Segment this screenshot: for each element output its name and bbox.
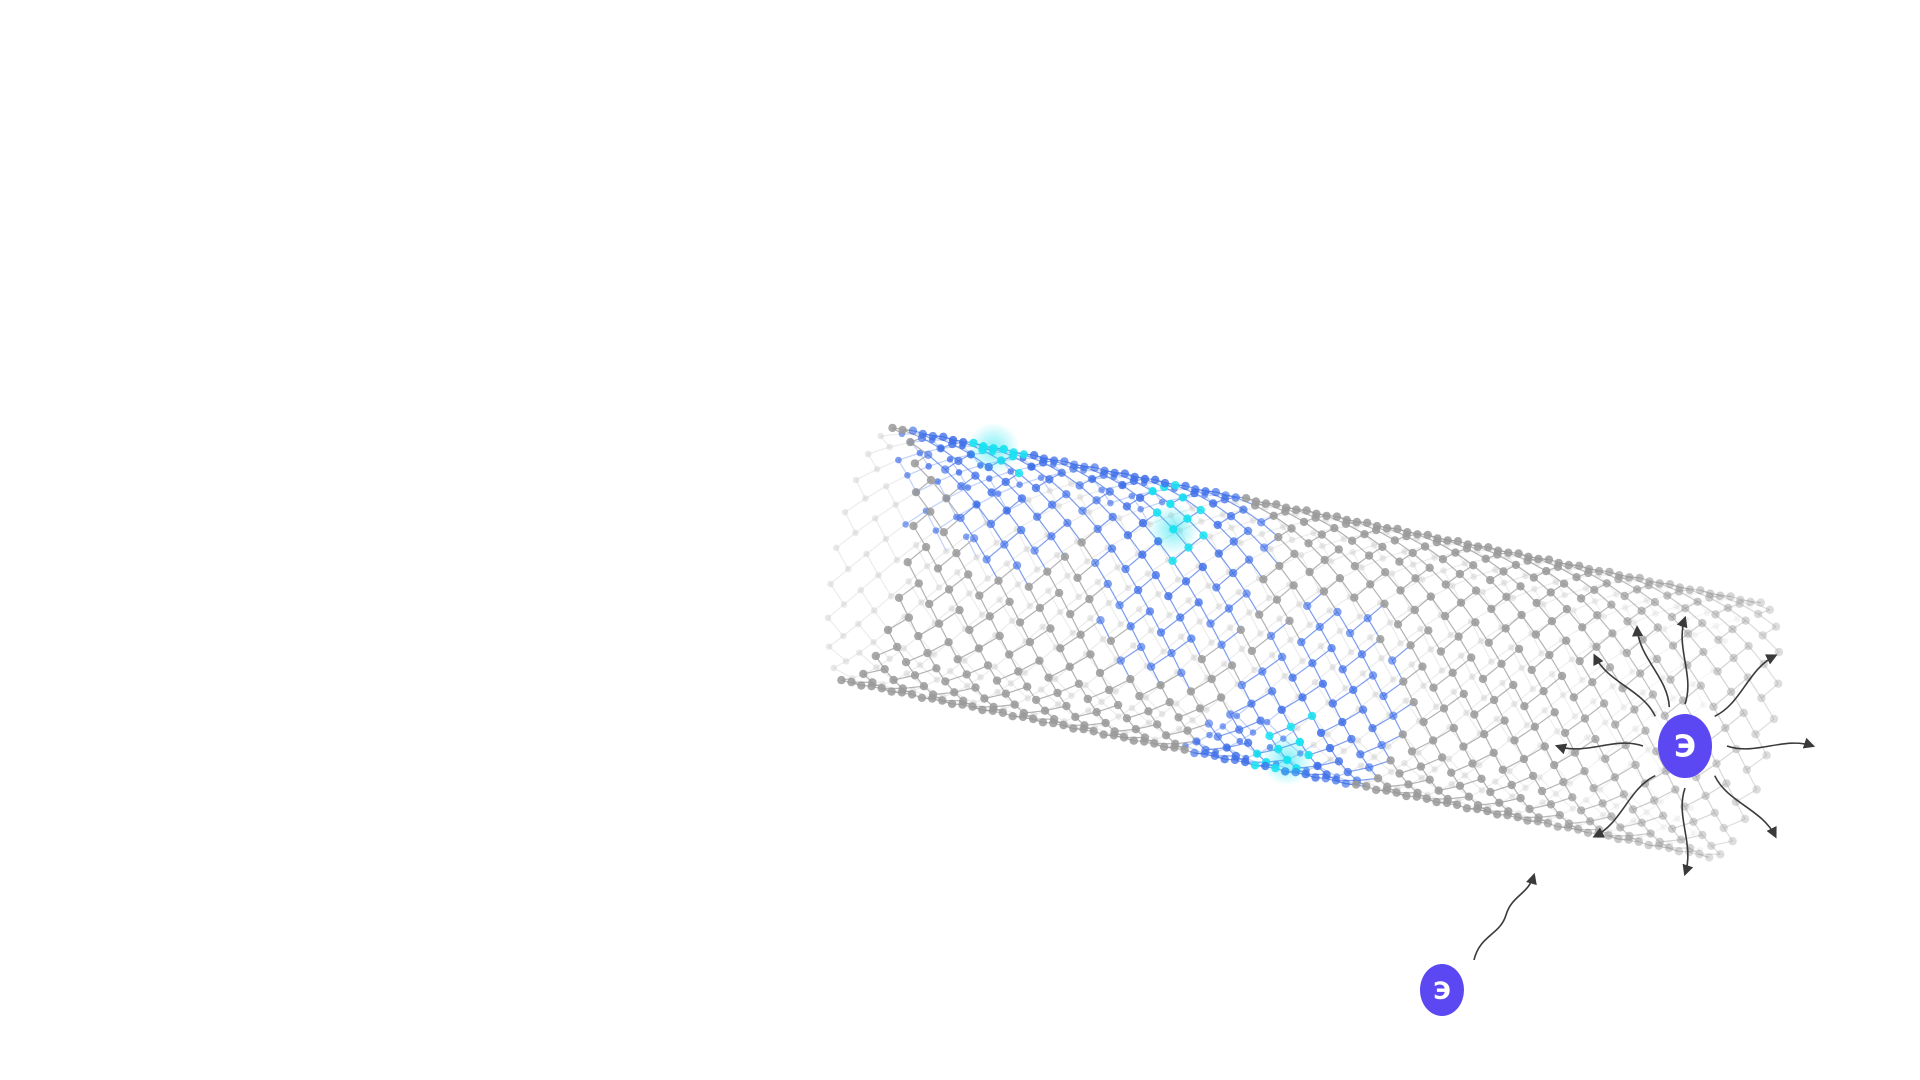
excited-region-3: [1261, 733, 1314, 786]
scatter-electron-label: Э: [1674, 730, 1696, 765]
scatter-arrow-3: [1726, 737, 1816, 750]
excited-region-2: [1147, 503, 1200, 556]
scatter-arrow-2: [1714, 654, 1778, 718]
excited-region-1: [967, 422, 1020, 475]
scatter-arrow-4: [1713, 775, 1777, 839]
scatter-arrow-8: [1593, 653, 1657, 717]
carbon-nanotube: [824, 423, 1784, 862]
scatter-arrow-9: [1631, 625, 1671, 708]
incoming-electron: Э: [1420, 964, 1464, 1016]
incoming-electron-label: Э: [1433, 977, 1451, 1005]
incoming-electron-path: [1473, 872, 1537, 961]
scatter-arrows: [1554, 615, 1816, 877]
scatter-arrow-7: [1554, 742, 1644, 755]
scatter-arrow-5: [1681, 787, 1694, 877]
scatter-arrow-6: [1592, 774, 1656, 838]
scatter-arrow-1: [1676, 615, 1689, 705]
scatter-electron: Э: [1658, 714, 1712, 778]
excited-regions: [967, 422, 1314, 786]
